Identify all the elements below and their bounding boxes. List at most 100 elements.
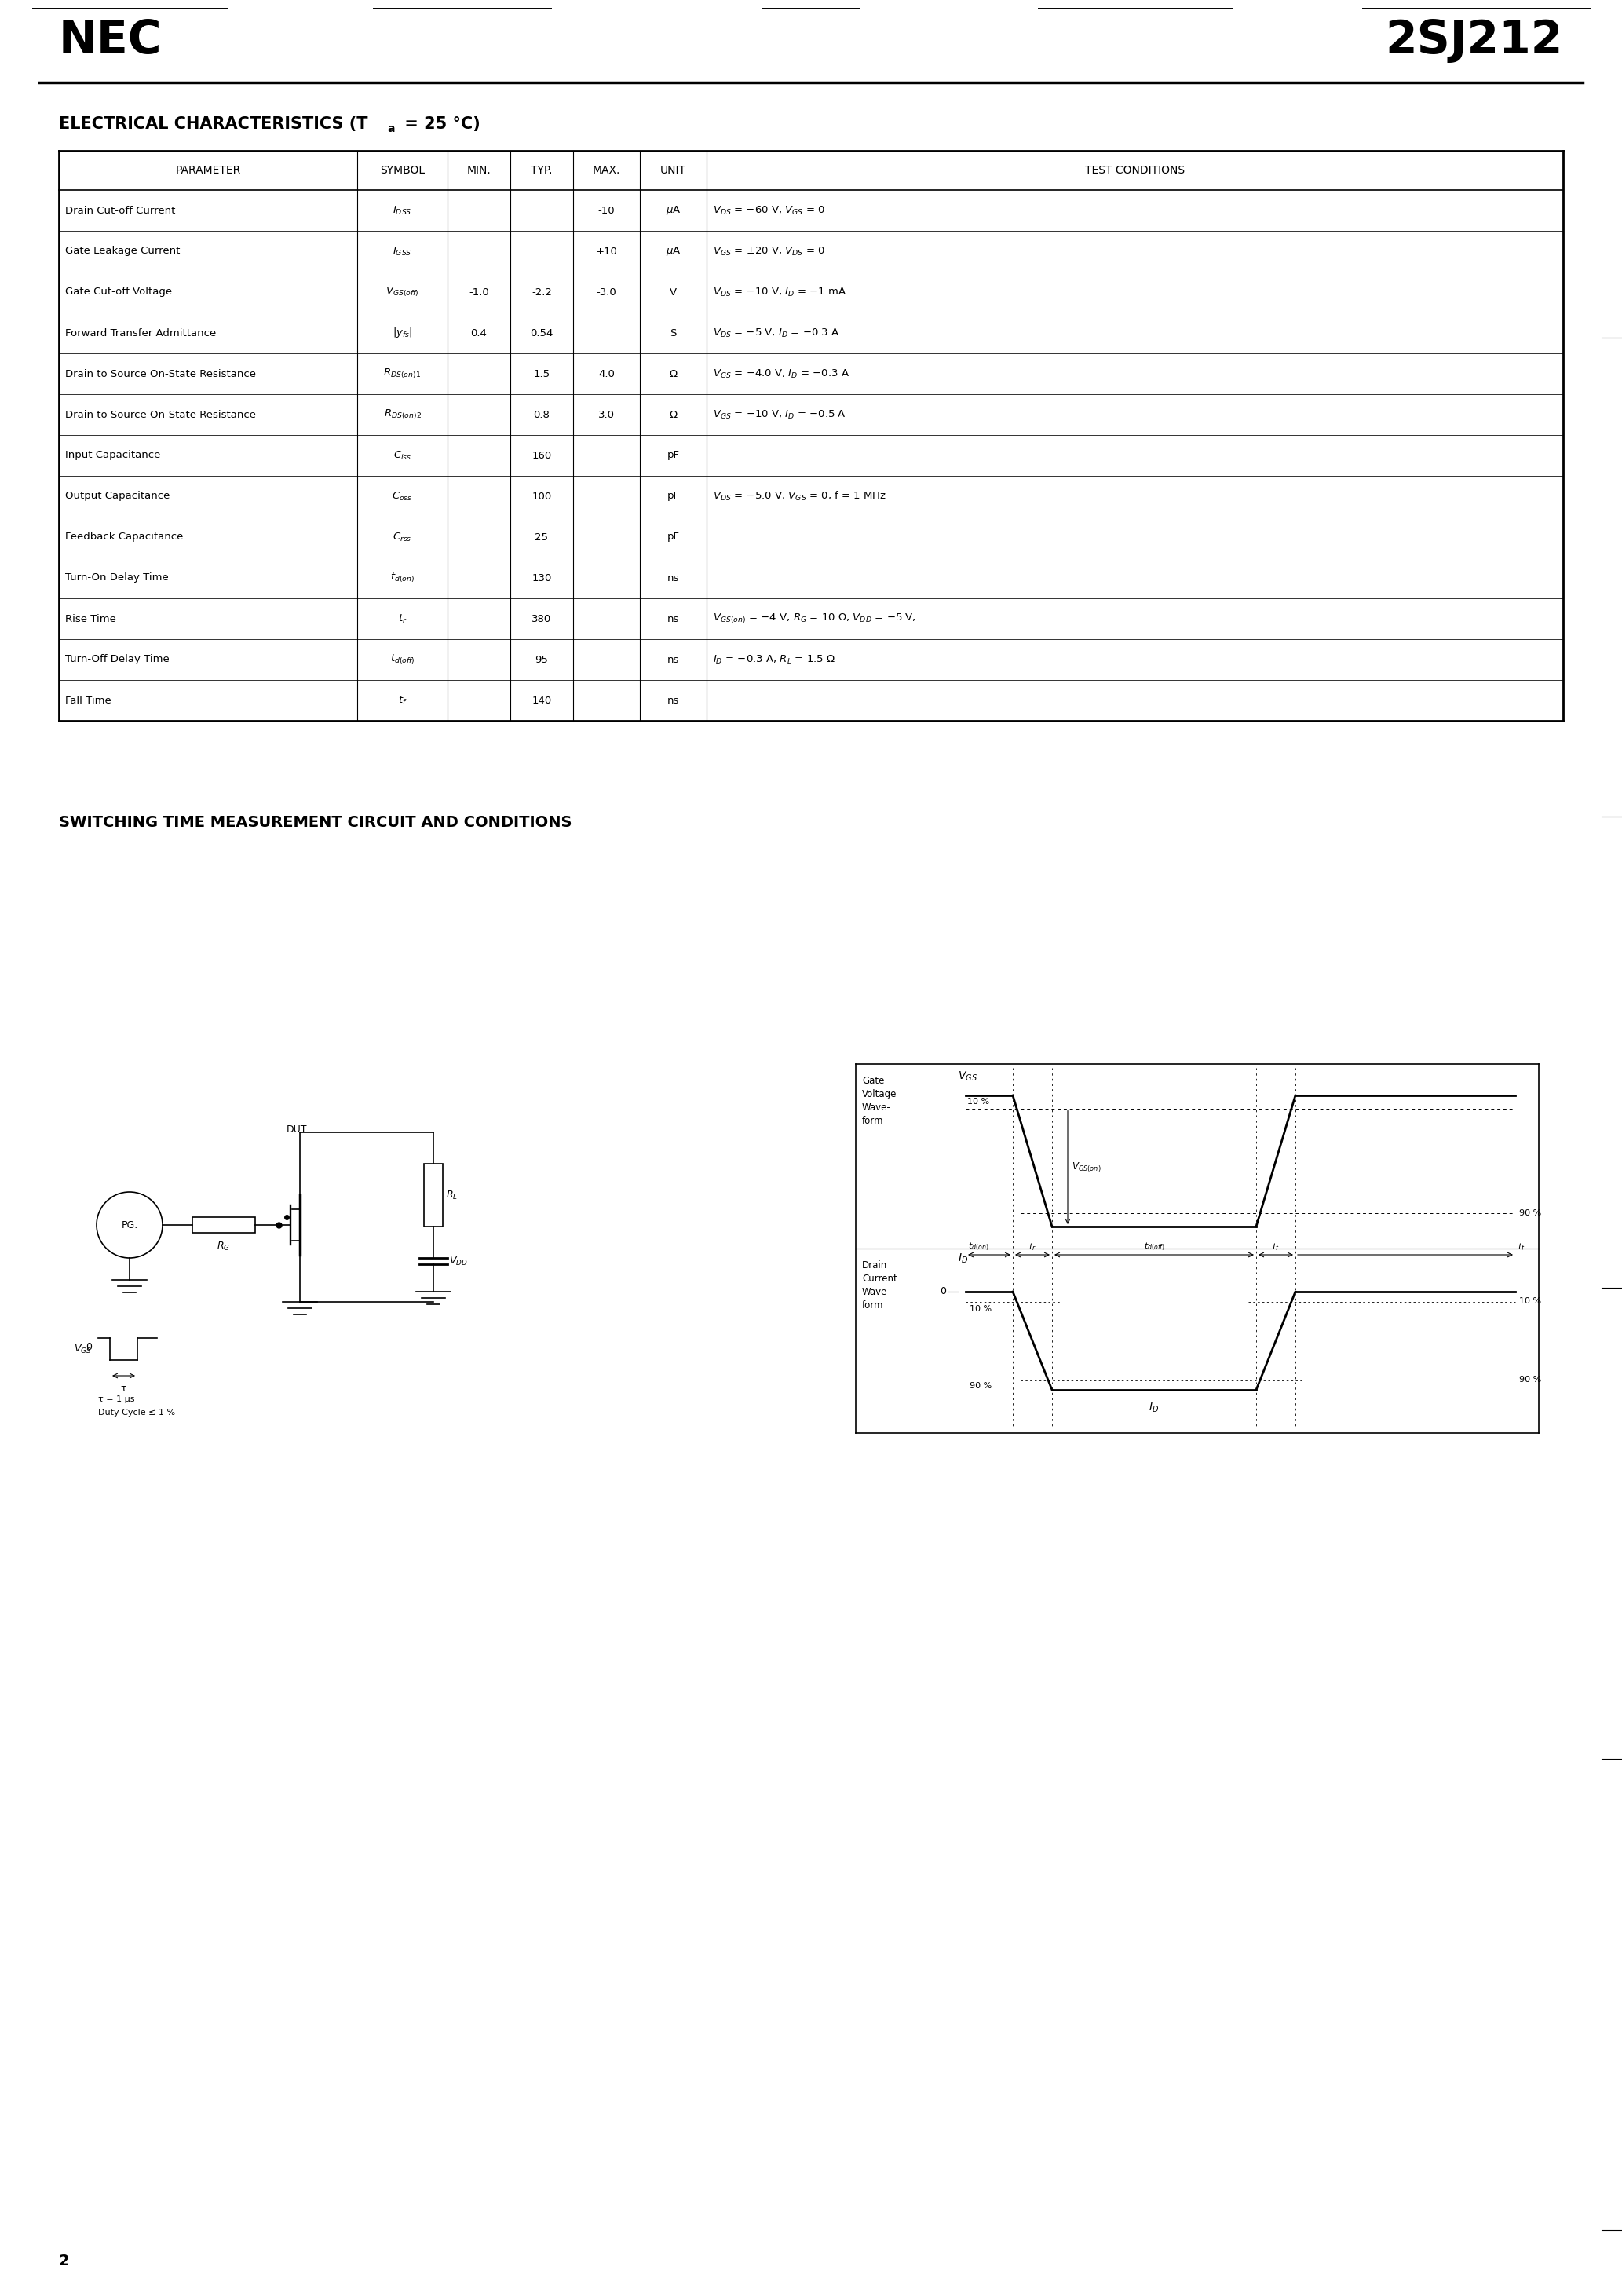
Text: 25: 25 [535,533,548,542]
Text: Turn-Off Delay Time: Turn-Off Delay Time [65,654,169,666]
Text: 140: 140 [532,696,551,705]
Text: SYMBOL: SYMBOL [380,165,425,177]
Text: τ = 1 μs: τ = 1 μs [99,1396,135,1403]
Text: Output Capacitance: Output Capacitance [65,491,170,501]
Text: ns: ns [667,696,680,705]
Text: $t_f$: $t_f$ [1272,1242,1280,1251]
Text: 3.0: 3.0 [599,409,615,420]
Text: $R_{DS(on)2}$: $R_{DS(on)2}$ [383,409,422,420]
Text: $V_{GS}$ = $-$10 V, $I_{D}$ = $-$0.5 A: $V_{GS}$ = $-$10 V, $I_{D}$ = $-$0.5 A [712,409,847,420]
Text: 4.0: 4.0 [599,370,615,379]
Text: $V_{GS(on)}$: $V_{GS(on)}$ [1072,1162,1101,1173]
Text: TEST CONDITIONS: TEST CONDITIONS [1085,165,1184,177]
Text: -2.2: -2.2 [532,287,551,296]
Text: $V_{GS(on)}$ = $-$4 V, $R_{G}$ = 10 $\Omega$, $V_{DD}$ = $-$5 V,: $V_{GS(on)}$ = $-$4 V, $R_{G}$ = 10 $\Om… [712,613,916,625]
Text: 100: 100 [532,491,551,501]
Text: $C_{oss}$: $C_{oss}$ [393,491,412,503]
Text: ns: ns [667,654,680,666]
Text: 2: 2 [58,2255,70,2268]
Text: Gate
Voltage
Wave-
form: Gate Voltage Wave- form [861,1077,897,1125]
Bar [193,1217,255,1233]
Text: $V_{DD}$: $V_{DD}$ [449,1256,467,1267]
Text: Gate Cut-off Voltage: Gate Cut-off Voltage [65,287,172,296]
Text: -1.0: -1.0 [469,287,488,296]
Text: $t_{d(off)}$: $t_{d(off)}$ [389,652,415,666]
Text: $C_{rss}$: $C_{rss}$ [393,530,412,544]
Text: $t_{d(on)}$: $t_{d(on)}$ [391,572,415,585]
Text: 160: 160 [532,450,551,461]
Text: $\Omega$: $\Omega$ [668,370,678,379]
Text: V: V [670,287,676,296]
Text: Gate Leakage Current: Gate Leakage Current [65,246,180,257]
Text: ns: ns [667,572,680,583]
Text: TYP.: TYP. [530,165,553,177]
Text: $R_G$: $R_G$ [217,1240,230,1254]
Text: MAX.: MAX. [592,165,620,177]
Text: Drain to Source On-State Resistance: Drain to Source On-State Resistance [65,370,256,379]
Text: $I_D$: $I_D$ [1148,1401,1160,1414]
Text: 380: 380 [532,613,551,625]
Text: -3.0: -3.0 [597,287,616,296]
Text: SWITCHING TIME MEASUREMENT CIRCUIT AND CONDITIONS: SWITCHING TIME MEASUREMENT CIRCUIT AND C… [58,815,573,829]
Text: Drain
Current
Wave-
form: Drain Current Wave- form [861,1261,897,1311]
Circle shape [97,1192,162,1258]
Text: $t_r$: $t_r$ [1028,1242,1036,1251]
Text: $V_{GS}$: $V_{GS}$ [959,1070,978,1084]
Text: PARAMETER: PARAMETER [175,165,240,177]
Text: $I_D$: $I_D$ [959,1251,968,1265]
Text: = 25 °C): = 25 °C) [399,117,480,131]
Text: Rise Time: Rise Time [65,613,117,625]
Text: S: S [670,328,676,338]
Text: pF: pF [667,533,680,542]
Text: $t_{f}$: $t_{f}$ [397,693,407,707]
Text: PG.: PG. [122,1219,138,1231]
Text: τ: τ [120,1384,127,1394]
Text: $R_{DS(on)1}$: $R_{DS(on)1}$ [383,367,422,381]
Text: $\mu$A: $\mu$A [665,204,681,216]
Text: Duty Cycle ≤ 1 %: Duty Cycle ≤ 1 % [99,1410,175,1417]
Text: $V_{GS}$: $V_{GS}$ [75,1343,92,1355]
Text: $V_{DS}$ = $-$5 V, $I_{D}$ = $-$0.3 A: $V_{DS}$ = $-$5 V, $I_{D}$ = $-$0.3 A [712,326,840,340]
Text: 0: 0 [86,1341,92,1352]
Text: Feedback Capacitance: Feedback Capacitance [65,533,183,542]
Text: $C_{iss}$: $C_{iss}$ [393,450,412,461]
Text: $V_{DS}$ = $-$60 V, $V_{GS}$ = 0: $V_{DS}$ = $-$60 V, $V_{GS}$ = 0 [712,204,826,216]
Text: ns: ns [667,613,680,625]
Text: 90 %: 90 % [1520,1375,1541,1384]
Text: Forward Transfer Admittance: Forward Transfer Admittance [65,328,216,338]
Text: $\Omega$: $\Omega$ [668,409,678,420]
Text: $V_{GS}$ = $\pm$20 V, $V_{DS}$ = 0: $V_{GS}$ = $\pm$20 V, $V_{DS}$ = 0 [712,246,826,257]
Text: $R_L$: $R_L$ [446,1189,457,1201]
Text: +10: +10 [595,246,618,257]
Text: 10 %: 10 % [1520,1297,1541,1306]
Text: Turn-On Delay Time: Turn-On Delay Time [65,572,169,583]
Text: MIN.: MIN. [467,165,491,177]
Text: 90 %: 90 % [970,1382,991,1391]
Text: $\mu$A: $\mu$A [665,246,681,257]
Text: $|y_{fs}|$: $|y_{fs}|$ [393,326,412,340]
Text: $V_{GS}$ = $-$4.0 V, $I_{D}$ = $-$0.3 A: $V_{GS}$ = $-$4.0 V, $I_{D}$ = $-$0.3 A [712,367,850,379]
Text: a: a [388,124,394,133]
Text: $t_{d(on)}$: $t_{d(on)}$ [968,1242,989,1251]
Text: 130: 130 [532,572,551,583]
Text: 90 %: 90 % [1520,1210,1541,1217]
Text: $t_{d(off)}$: $t_{d(off)}$ [1144,1242,1165,1251]
Bar [423,1164,443,1226]
Text: pF: pF [667,491,680,501]
Text: $V_{DS}$ = $-$10 V, $I_{D}$ = $-$1 mA: $V_{DS}$ = $-$10 V, $I_{D}$ = $-$1 mA [712,287,847,298]
Text: 10 %: 10 % [970,1306,991,1313]
Text: 0.54: 0.54 [530,328,553,338]
Text: 2SJ212: 2SJ212 [1385,18,1564,62]
Text: pF: pF [667,450,680,461]
Text: UNIT: UNIT [660,165,686,177]
Text: $I_{DSS}$: $I_{DSS}$ [393,204,412,216]
Text: Drain to Source On-State Resistance: Drain to Source On-State Resistance [65,409,256,420]
Text: 95: 95 [535,654,548,666]
Text: $V_{GS(off)}$: $V_{GS(off)}$ [386,285,418,298]
Text: $I_{D}$ = $-$0.3 A, $R_{L}$ = 1.5 $\Omega$: $I_{D}$ = $-$0.3 A, $R_{L}$ = 1.5 $\Omeg… [712,654,835,666]
Text: $t_{r}$: $t_{r}$ [397,613,407,625]
Text: $I_{GSS}$: $I_{GSS}$ [393,246,412,257]
Text: Drain Cut-off Current: Drain Cut-off Current [65,204,175,216]
Text: -10: -10 [599,204,615,216]
Text: $t_f$: $t_f$ [1518,1242,1525,1251]
